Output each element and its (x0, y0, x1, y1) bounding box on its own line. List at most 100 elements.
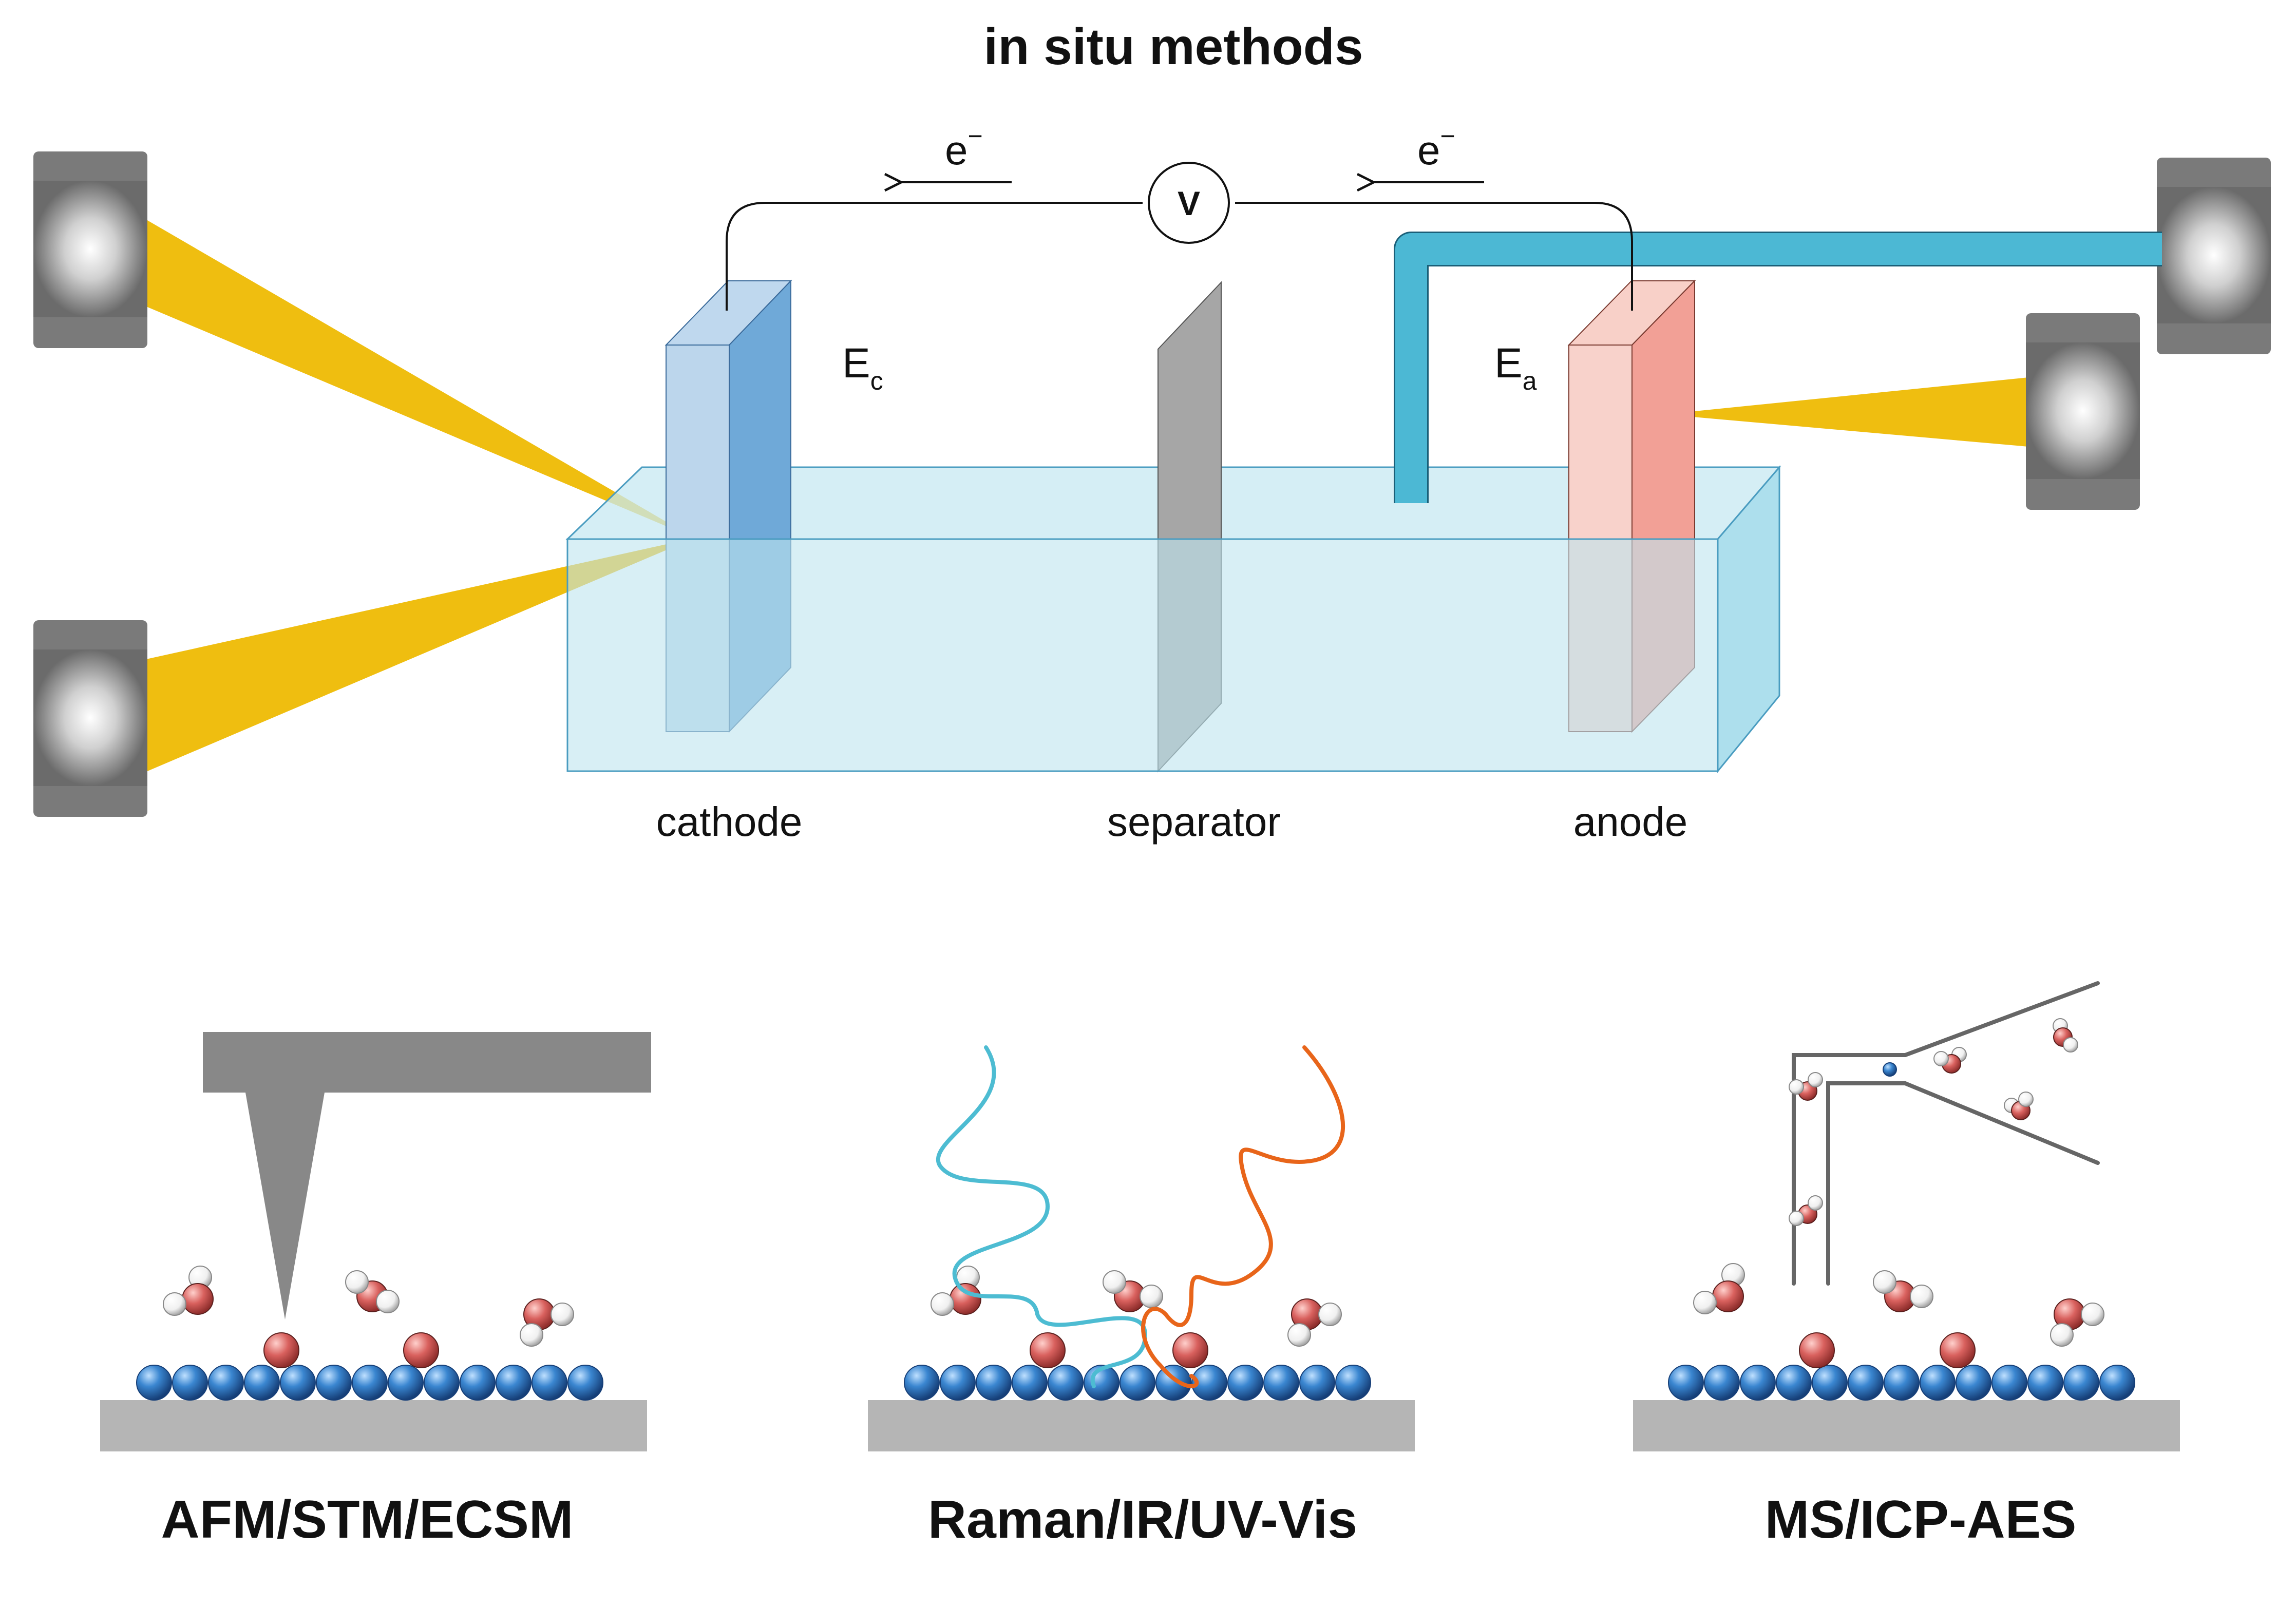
catalyst-atom (940, 1365, 976, 1401)
catalyst-atom (2027, 1365, 2063, 1401)
water-molecule (931, 1266, 981, 1316)
catalyst-atom (172, 1365, 208, 1401)
hydrogen-atom (1789, 1079, 1804, 1095)
catalyst-atom (1956, 1365, 1991, 1401)
beam-right (1664, 377, 2028, 447)
substrate-ms (1633, 1400, 2180, 1451)
catalyst-atom (208, 1365, 244, 1401)
hydrogen-atom (163, 1292, 186, 1316)
water-molecule (163, 1266, 214, 1316)
water-molecule (2053, 1018, 2078, 1053)
catalyst-layer-raman (904, 1365, 1371, 1401)
catalyst-layer-ms (1668, 1365, 2135, 1401)
panel-afm: AFM/STM/ECSM (100, 1032, 651, 1549)
catalyst-atom (2063, 1365, 2099, 1401)
water-molecule (1693, 1263, 1745, 1314)
hydrogen-atom (1808, 1072, 1823, 1087)
catalyst-atom (424, 1365, 460, 1401)
catalyst-atom (1191, 1365, 1227, 1401)
anode-potential: Ea (1494, 340, 1537, 395)
catalyst-atom (2099, 1365, 2135, 1401)
source-mid-right (2026, 313, 2140, 510)
catalyst-atom (1155, 1365, 1191, 1401)
label-cathode: cathode (656, 799, 803, 845)
adsorbates-raman (1030, 1332, 1208, 1368)
catalyst-atom (1227, 1365, 1263, 1401)
hydrogen-atom (1287, 1323, 1311, 1347)
oxygen-atom (950, 1283, 981, 1315)
hydrogen-atom (1873, 1270, 1896, 1294)
water-molecules-afm (163, 1266, 574, 1347)
hydrogen-atom (520, 1323, 543, 1347)
hydrogen-atom (2081, 1303, 2104, 1326)
electron-label-left: e− (945, 122, 983, 173)
hydrogen-atom (1103, 1270, 1126, 1294)
hydrogen-atom (1318, 1303, 1342, 1326)
catalyst-atom (567, 1365, 603, 1401)
voltmeter: V (1148, 162, 1230, 244)
scattered-light-wave (1141, 1045, 1345, 1388)
hydrogen-atom (931, 1292, 954, 1316)
oxygen-atom (1712, 1280, 1744, 1312)
catalyst-atom (1776, 1365, 1812, 1401)
water-molecule (345, 1270, 400, 1313)
catalyst-atom (1299, 1365, 1335, 1401)
hydrogen-atom (1789, 1211, 1804, 1226)
adsorbates-ms (1799, 1332, 1976, 1368)
method-label-ms: MS/ICP-AES (1765, 1490, 2077, 1549)
catalyst-atom (1920, 1365, 1956, 1401)
beams (144, 218, 2028, 773)
afm-tip (245, 1093, 325, 1319)
water-molecule (1789, 1072, 1823, 1101)
water-molecule (520, 1298, 574, 1347)
water-molecule (1287, 1298, 1342, 1347)
electron-label-right: e− (1417, 122, 1455, 173)
catalyst-atom (316, 1365, 352, 1401)
water-molecule (1789, 1195, 1823, 1226)
hydrogen-atom (1693, 1291, 1717, 1314)
water-molecule (2050, 1298, 2104, 1347)
panel-raman: Raman/IR/UV-Vis (868, 1045, 1415, 1549)
hydrogen-atom (1808, 1195, 1823, 1211)
catalyst-atom (1668, 1365, 1704, 1401)
electrolyte-front (566, 538, 1719, 772)
substrate-raman (868, 1400, 1415, 1451)
cathode-potential: Ec (842, 340, 883, 395)
catalyst-atom (1740, 1365, 1776, 1401)
catalyst-atom (1704, 1365, 1740, 1401)
catalyst-atom (460, 1365, 496, 1401)
catalyst-atom (1884, 1365, 1920, 1401)
adsorbates-afm (263, 1332, 439, 1368)
catalyst-atom (1012, 1365, 1048, 1401)
catalyst-atom (280, 1365, 316, 1401)
catalyst-atom (532, 1365, 567, 1401)
ionized-species (1883, 1062, 1897, 1077)
hydrogen-atom (551, 1303, 574, 1326)
substrate-afm (100, 1400, 647, 1451)
catalyst-atom (496, 1365, 532, 1401)
hydrogen-atom (2050, 1323, 2074, 1347)
source-top-left (33, 151, 147, 348)
catalyst-atom (136, 1365, 172, 1401)
hydrogen-atom (1140, 1285, 1163, 1308)
hydrogen-atom (1933, 1051, 1949, 1066)
catalyst-atom (244, 1365, 280, 1401)
ms-inlet (1792, 981, 2100, 1286)
label-anode: anode (1573, 799, 1687, 845)
catalyst-atom (1048, 1365, 1084, 1401)
voltmeter-label: V (1178, 184, 1200, 222)
water-molecule (1933, 1047, 1967, 1074)
catalyst-atom (1991, 1365, 2027, 1401)
afm-cantilever (203, 1032, 651, 1093)
hydrogen-atom (376, 1290, 400, 1313)
panel-ms: MS/ICP-AES (1633, 981, 2180, 1549)
hydrogen-atom (2018, 1092, 2034, 1107)
catalyst-atom (388, 1365, 424, 1401)
catalyst-atom (352, 1365, 388, 1401)
method-label-raman: Raman/IR/UV-Vis (928, 1490, 1357, 1549)
label-separator: separator (1107, 799, 1281, 845)
catalyst-atom (1812, 1365, 1848, 1401)
water-molecules-raman (931, 1266, 1342, 1347)
source-bottom-left (33, 620, 147, 817)
